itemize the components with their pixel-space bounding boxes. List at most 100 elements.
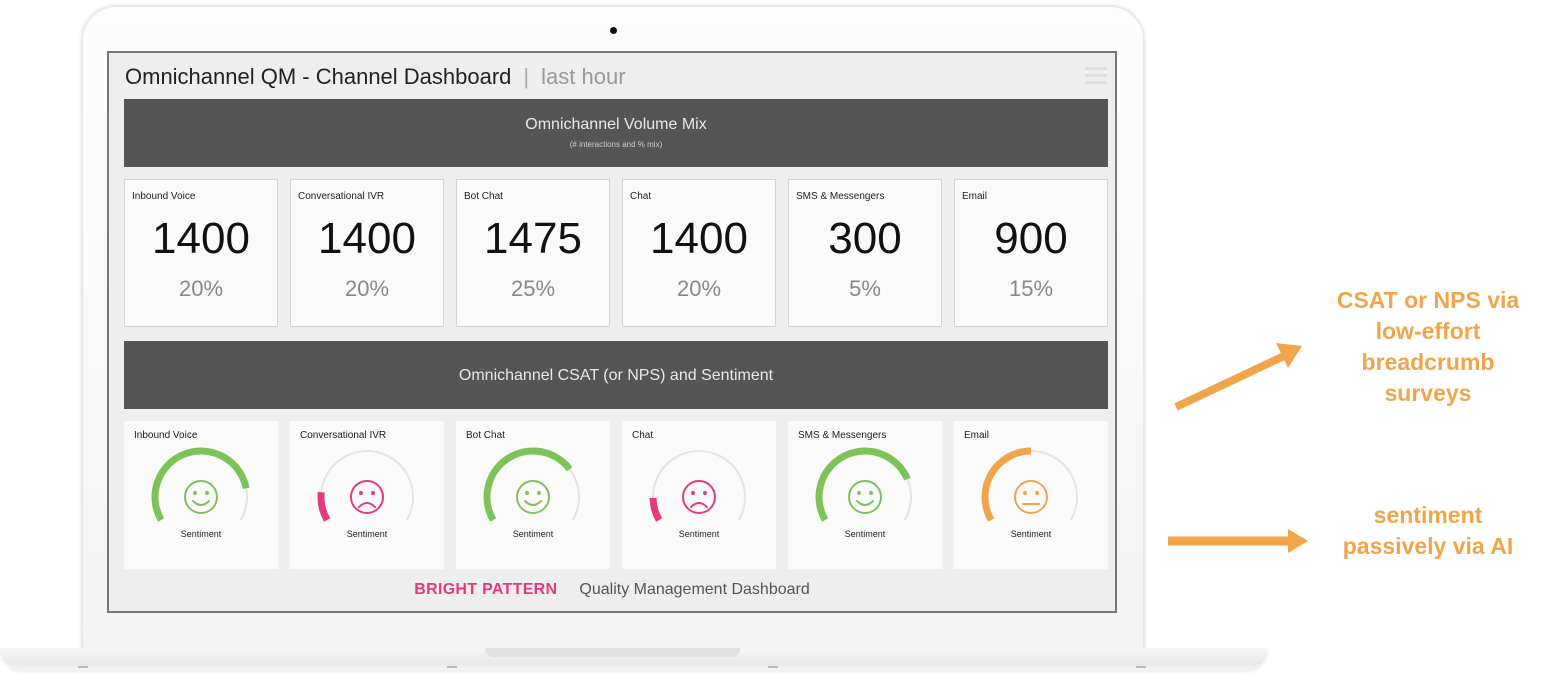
- mix-percent: 5%: [849, 276, 881, 301]
- laptop-foot: [447, 666, 457, 668]
- sentiment-gauge: [981, 447, 1078, 522]
- csat-annotation: CSAT or NPS via low-effort breadcrumb su…: [1308, 285, 1546, 409]
- face-mouth: [358, 502, 376, 508]
- sad-face-icon: [350, 480, 384, 514]
- laptop-foot: [768, 666, 778, 668]
- dashboard-screen: Omnichannel QM - Channel Dashboard | las…: [107, 51, 1117, 613]
- sad-face-icon: [682, 480, 716, 514]
- face-outline: [848, 480, 882, 514]
- channel-label: Bot Chat: [464, 191, 503, 202]
- face-eye: [869, 491, 873, 495]
- sentiment-label: Sentiment: [346, 529, 388, 539]
- mix-percent: 20%: [178, 276, 224, 301]
- interaction-count: 1400: [650, 214, 748, 263]
- volume-mix-title: Omnichannel Volume Mix: [525, 116, 707, 133]
- gauge-fill: [483, 447, 573, 522]
- sentiment-card: Email Sentiment: [954, 421, 1108, 569]
- face-mouth: [192, 500, 210, 506]
- channel-label: Email: [964, 430, 990, 441]
- channel-label: Inbound Voice: [132, 191, 196, 202]
- mix-percent: 20%: [676, 276, 722, 301]
- channel-label: SMS & Messengers: [796, 191, 885, 202]
- face-eye: [359, 491, 363, 495]
- face-mouth: [524, 500, 542, 506]
- face-outline: [184, 480, 218, 514]
- interaction-count: 1400: [318, 214, 416, 263]
- happy-face-icon: [516, 480, 550, 514]
- face-eye: [691, 491, 695, 495]
- volume-card: Conversational IVR 1400 20%: [290, 179, 444, 327]
- camera-icon: [610, 27, 617, 34]
- laptop-foot: [1136, 666, 1146, 668]
- page-title: Omnichannel QM - Channel Dashboard: [125, 64, 512, 89]
- face-mouth: [690, 502, 708, 508]
- neutral-face-icon: [1014, 480, 1048, 514]
- sentiment-label: Sentiment: [512, 529, 554, 539]
- gauge-fill: [981, 447, 1032, 522]
- channel-label: Bot Chat: [466, 430, 505, 441]
- sentiment-label: Sentiment: [844, 529, 886, 539]
- annotation-line: sentiment: [1373, 502, 1483, 528]
- sentiment-label: Sentiment: [180, 529, 222, 539]
- channel-label: Email: [962, 191, 988, 202]
- mix-percent: 20%: [344, 276, 390, 301]
- annotation-line: passively via AI: [1342, 533, 1514, 559]
- face-eye: [193, 491, 197, 495]
- happy-face-icon: [848, 480, 882, 514]
- face-eye: [857, 491, 861, 495]
- annotation-line: surveys: [1384, 380, 1472, 406]
- footer-title: Quality Management Dashboard: [579, 581, 810, 598]
- gauge-track: [320, 450, 414, 521]
- sentiment-gauge: [649, 450, 746, 522]
- face-outline: [516, 480, 550, 514]
- gauge-track: [652, 450, 746, 521]
- channel-label: SMS & Messengers: [798, 430, 887, 441]
- volume-card: Chat 1400 20%: [622, 179, 776, 327]
- face-eye: [525, 491, 529, 495]
- csat-title: Omnichannel CSAT (or NPS) and Sentiment: [458, 367, 774, 384]
- volume-card: Bot Chat 1475 25%: [456, 179, 610, 327]
- brand-logo: BRIGHT PATTERN: [414, 581, 558, 598]
- sentiment-gauge: [815, 447, 912, 522]
- title-divider: |: [523, 64, 530, 89]
- gauge-fill: [151, 447, 250, 522]
- dashboard-header: Omnichannel QM - Channel Dashboard | las…: [125, 62, 626, 92]
- channel-label: Chat: [630, 191, 652, 202]
- laptop-foot: [78, 666, 88, 668]
- mix-percent: 15%: [1008, 276, 1054, 301]
- sentiment-annotation: sentiment passively via AI: [1298, 500, 1546, 562]
- sentiment-card: Inbound Voice Sentiment: [124, 421, 278, 569]
- interaction-count: 300: [828, 214, 902, 263]
- sentiment-gauge: [483, 447, 580, 522]
- volume-card: Inbound Voice 1400 20%: [124, 179, 278, 327]
- annotation-line: CSAT or NPS via: [1336, 287, 1520, 313]
- annotation-line: breadcrumb: [1361, 349, 1495, 375]
- hamburger-menu-icon[interactable]: [1085, 67, 1107, 88]
- time-range-label[interactable]: last hour: [541, 64, 626, 89]
- channel-label: Conversational IVR: [300, 430, 387, 441]
- channel-label: Inbound Voice: [134, 430, 198, 441]
- dashboard-footer: BRIGHT PATTERN Quality Management Dashboa…: [109, 581, 1115, 599]
- csat-header: Omnichannel CSAT (or NPS) and Sentiment: [124, 341, 1108, 409]
- arrow-up-right-icon: [1174, 343, 1302, 411]
- volume-mix-header: Omnichannel Volume Mix (# interactions a…: [124, 99, 1108, 167]
- sentiment-card: SMS & Messengers Sentiment: [788, 421, 942, 569]
- laptop-base: [0, 648, 1268, 670]
- channel-label: Conversational IVR: [298, 191, 385, 202]
- mix-percent: 25%: [510, 276, 556, 301]
- laptop-notch: [485, 648, 740, 657]
- gauge-fill: [815, 447, 911, 522]
- sentiment-label: Sentiment: [1010, 529, 1052, 539]
- face-outline: [1014, 480, 1048, 514]
- face-outline: [350, 480, 384, 514]
- volume-mix-subtitle: (# interactions and % mix): [569, 140, 663, 149]
- interaction-count: 1475: [484, 214, 582, 263]
- sentiment-card: Chat Sentiment: [622, 421, 776, 569]
- face-eye: [1023, 491, 1027, 495]
- face-eye: [371, 491, 375, 495]
- sentiment-label: Sentiment: [678, 529, 720, 539]
- face-eye: [537, 491, 541, 495]
- happy-face-icon: [184, 480, 218, 514]
- sentiment-gauge: [317, 450, 414, 522]
- face-mouth: [856, 500, 874, 506]
